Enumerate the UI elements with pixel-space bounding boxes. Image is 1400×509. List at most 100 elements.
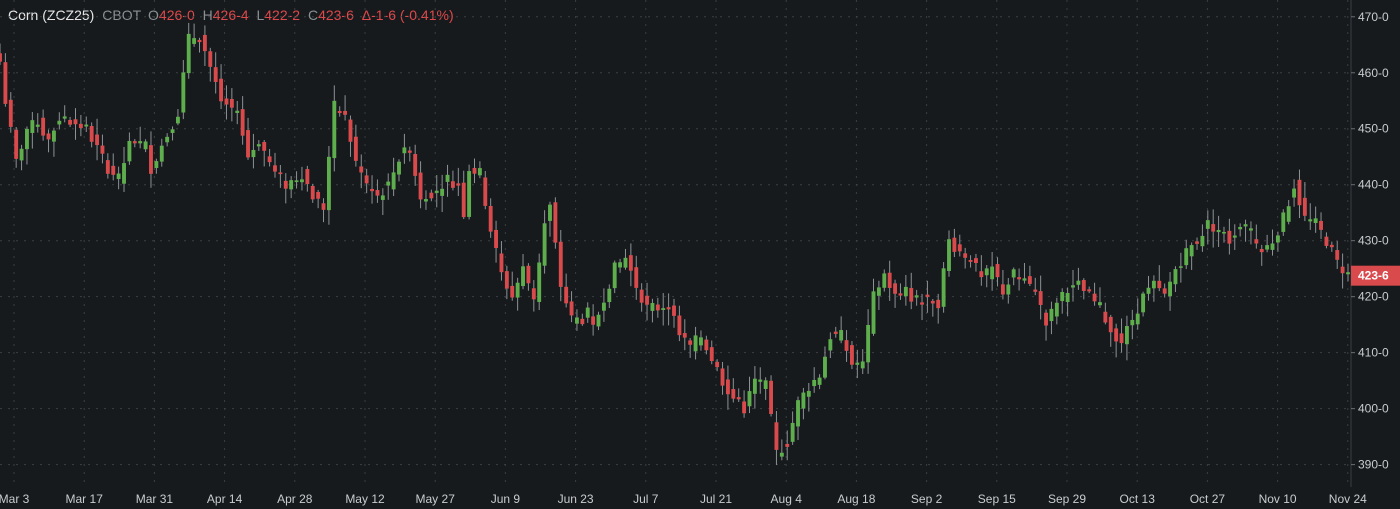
candle-body xyxy=(434,190,439,193)
candle-body xyxy=(397,161,401,175)
candle xyxy=(736,388,741,402)
candle xyxy=(866,309,871,374)
candle xyxy=(483,171,488,210)
candle xyxy=(434,175,439,208)
candle-body xyxy=(515,282,520,298)
time-axis[interactable]: Mar 3 Mar 17 Mar 31 Apr 14 Apr 28 May 12 May 2… xyxy=(0,492,1367,506)
candle xyxy=(321,198,326,223)
candle xyxy=(575,309,579,331)
x-tick-label: Jun 9 xyxy=(491,492,521,506)
candle xyxy=(531,280,536,312)
candle-body xyxy=(947,239,951,271)
candle xyxy=(386,173,391,200)
candle-body xyxy=(979,271,984,278)
candle xyxy=(68,116,73,128)
candle xyxy=(46,129,51,153)
candle xyxy=(461,170,466,219)
candle-body xyxy=(132,141,137,144)
candle-body xyxy=(607,288,612,303)
candle xyxy=(105,153,110,179)
candle xyxy=(138,126,143,149)
candle-body xyxy=(159,145,164,162)
candle-body xyxy=(844,340,849,351)
candle xyxy=(855,349,860,379)
candle xyxy=(682,319,687,351)
candle xyxy=(763,377,768,400)
candle-body xyxy=(450,181,455,188)
candle xyxy=(25,126,29,165)
candle-body xyxy=(273,165,277,172)
candle-body xyxy=(1211,224,1216,232)
candle xyxy=(316,189,321,209)
candle-body xyxy=(526,265,531,284)
candle xyxy=(197,37,202,53)
grid-layer xyxy=(0,0,1351,487)
low-label: L xyxy=(256,7,265,23)
candle-body xyxy=(1000,284,1005,295)
x-tick-label: Apr 14 xyxy=(207,492,243,506)
candle-body xyxy=(1114,328,1119,342)
candle-body xyxy=(1249,228,1253,231)
candle xyxy=(467,164,472,220)
candle xyxy=(154,158,159,174)
candle-body xyxy=(1108,316,1113,333)
candle-body xyxy=(1124,326,1129,345)
candle-body xyxy=(542,223,547,266)
candle xyxy=(251,133,256,169)
candle xyxy=(984,264,989,288)
candle-body xyxy=(294,180,299,183)
candle xyxy=(3,53,8,107)
candle xyxy=(672,298,676,328)
candle-body xyxy=(725,379,730,395)
candle-body xyxy=(1297,179,1302,206)
x-tick-label: Apr 28 xyxy=(277,492,313,506)
high-value: 426-4 xyxy=(212,7,249,23)
candle-body xyxy=(95,134,99,146)
candle xyxy=(440,174,445,213)
candle-body xyxy=(1087,289,1092,292)
candle xyxy=(504,265,509,300)
candle-body xyxy=(364,175,369,184)
candle-body xyxy=(823,356,827,378)
candle-body xyxy=(672,305,676,316)
candle xyxy=(1049,301,1054,335)
candle-body xyxy=(116,173,121,180)
candle xyxy=(1135,298,1140,330)
candle xyxy=(618,258,623,273)
candle xyxy=(585,302,590,323)
candle-body xyxy=(1222,231,1226,234)
candle-body xyxy=(1130,319,1135,326)
candle-body xyxy=(1308,219,1313,222)
candle xyxy=(1071,269,1075,302)
x-tick-label: Jul 21 xyxy=(700,492,732,506)
low-value: 422-2 xyxy=(264,7,301,23)
candle-body xyxy=(1270,243,1275,250)
candle xyxy=(612,260,617,294)
candle xyxy=(1275,231,1280,252)
candle xyxy=(391,157,396,197)
candle-body xyxy=(483,177,488,206)
candle-body xyxy=(429,192,434,199)
candle-body xyxy=(882,273,887,288)
candle-body xyxy=(1119,333,1124,344)
candle xyxy=(709,340,714,365)
candle xyxy=(526,263,531,291)
candle-body xyxy=(1335,250,1340,260)
candle-body xyxy=(1227,230,1232,244)
price-axis[interactable]: 390-0 400-0 410-0 420-0 430-0 440-0 450-0 460-0… xyxy=(1351,10,1389,472)
candle-body xyxy=(1022,278,1027,281)
candle-body xyxy=(720,368,725,386)
candle-body xyxy=(224,98,229,105)
candle-body xyxy=(704,339,709,351)
candle-body xyxy=(262,142,267,151)
candle xyxy=(353,124,358,167)
candle xyxy=(849,341,854,370)
candle-body xyxy=(1216,229,1221,233)
candle-body xyxy=(596,314,601,327)
candle xyxy=(1302,182,1307,222)
candle-body xyxy=(585,307,590,318)
candle xyxy=(521,254,525,290)
candle xyxy=(300,166,304,191)
candle xyxy=(796,396,800,440)
